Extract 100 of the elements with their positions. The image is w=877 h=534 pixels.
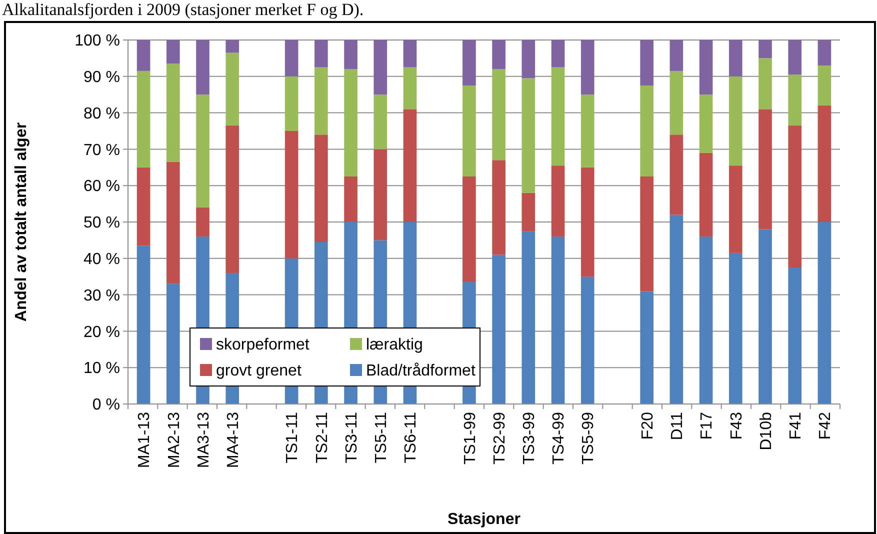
bar: [403, 40, 417, 68]
y-tick-label: 90 %: [84, 69, 120, 86]
bar: [818, 222, 832, 404]
bar: [462, 86, 476, 176]
bar: [728, 166, 742, 253]
bar: [699, 236, 713, 404]
x-tick-label: TS4-99: [550, 412, 568, 464]
bar: [699, 40, 713, 95]
bar: [136, 246, 150, 404]
bar: [818, 106, 832, 222]
bar: [403, 109, 417, 222]
bar: [788, 126, 802, 268]
bar: [522, 78, 536, 193]
y-tick-label: 50 %: [84, 214, 120, 232]
bar: [580, 40, 594, 95]
bar: [492, 40, 506, 70]
x-tick-label: TS2-99: [491, 412, 508, 464]
bar: [788, 40, 802, 75]
bar: [344, 40, 358, 70]
bar: [403, 67, 417, 110]
bar: [522, 40, 536, 78]
bar: [462, 176, 476, 282]
x-tick-label: TS1-11: [284, 412, 302, 464]
legend-label: læraktig: [366, 336, 423, 354]
bar: [728, 40, 742, 76]
y-tick-label: 100 %: [74, 32, 120, 50]
x-tick-label: MA3-13: [195, 412, 212, 468]
legend-label: Blad/trådformet: [366, 362, 476, 380]
bar: [462, 40, 476, 86]
x-tick-label: MA1-13: [136, 412, 154, 468]
x-tick-label: MA2-13: [166, 412, 183, 468]
bar: [166, 284, 180, 404]
bar: [580, 94, 594, 168]
bar: [374, 94, 388, 150]
bar: [699, 94, 713, 153]
bar: [166, 64, 180, 162]
x-tick-label: D10b: [758, 412, 775, 450]
bar: [344, 176, 358, 222]
bar: [670, 214, 684, 404]
bar: [136, 167, 150, 246]
bar: [374, 149, 388, 240]
y-tick-label: 10 %: [84, 360, 120, 378]
bar: [284, 40, 298, 76]
bar: [196, 207, 210, 237]
bar: [226, 52, 240, 126]
bar: [818, 65, 832, 106]
bar: [640, 291, 654, 404]
text: Alkalitanalsfjorden i 2009 (stasjoner merket F og D).: [2, 0, 364, 19]
bar: [788, 268, 802, 404]
bar: [640, 86, 654, 176]
x-tick-label: TS3-99: [521, 412, 538, 464]
bar: [758, 40, 772, 58]
bar: [551, 40, 565, 68]
bar: [196, 40, 210, 95]
bar: [136, 70, 150, 168]
y-tick-label: 20 %: [84, 324, 120, 341]
bar: [551, 67, 565, 166]
x-tick-label: TS5-99: [580, 412, 598, 464]
bar: [284, 131, 298, 258]
bar: [196, 94, 210, 208]
bar: [670, 40, 684, 71]
bar: [314, 134, 328, 242]
legend-label: skorpeformet: [216, 336, 310, 354]
bar: [226, 126, 240, 273]
bar: [699, 152, 713, 237]
x-tick-label: F20: [639, 412, 656, 440]
bar: [728, 76, 742, 166]
bar: [166, 162, 180, 284]
bar: [314, 67, 328, 135]
x-tick-label: F17: [698, 412, 716, 440]
x-tick-label: TS6-11: [402, 412, 420, 464]
bar: [522, 231, 536, 404]
x-tick-label: F42: [817, 412, 834, 440]
bar: [136, 40, 150, 71]
bar: [522, 192, 536, 232]
x-tick-label: MA4-13: [224, 412, 242, 468]
bar: [284, 76, 298, 131]
x-tick-label: F43: [728, 412, 746, 440]
bar: [670, 70, 684, 135]
bar: [580, 276, 594, 404]
y-tick-label: 40 %: [84, 251, 120, 268]
bar: [788, 74, 802, 126]
bar: [226, 40, 240, 53]
bar: [758, 58, 772, 110]
bar: [344, 69, 358, 176]
x-tick-label: TS5-11: [372, 412, 390, 464]
y-tick-label: 70 %: [84, 142, 120, 159]
y-tick-label: 80 %: [84, 105, 120, 122]
bar: [640, 40, 654, 86]
bar: [492, 160, 506, 255]
bar: [758, 109, 772, 230]
bar: [492, 254, 506, 404]
x-tick-label: TS1-99: [462, 412, 479, 464]
bar: [818, 40, 832, 66]
bar: [314, 40, 328, 68]
bar: [580, 167, 594, 277]
bar: [670, 134, 684, 215]
x-tick-label: D11: [669, 412, 686, 440]
bar: [758, 229, 772, 404]
y-tick-label: 0 %: [92, 396, 120, 414]
